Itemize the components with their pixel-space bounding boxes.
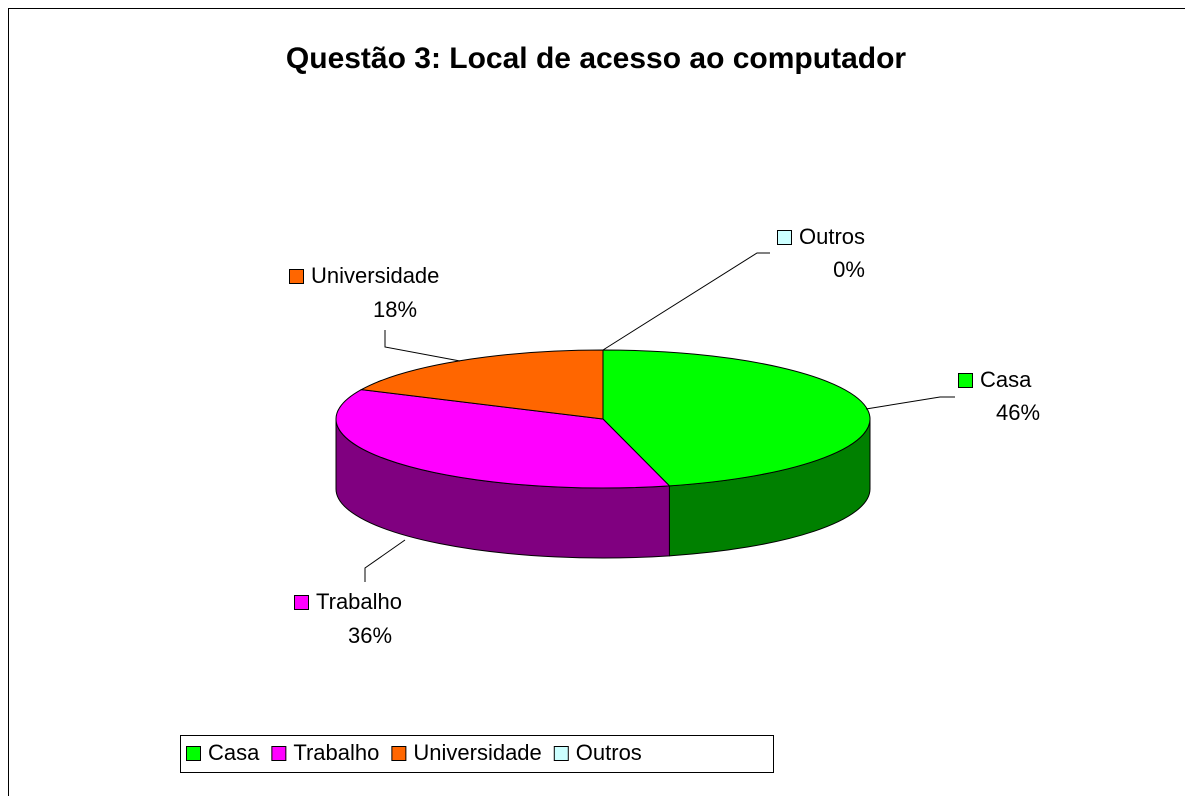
- pie-slice: [602, 349, 871, 487]
- label-swatch: [958, 373, 973, 388]
- legend-swatch: [553, 746, 569, 761]
- data-label-name: Outros: [799, 224, 865, 249]
- data-label-value: 18%: [373, 297, 417, 322]
- chart-title: Questão 3: Local de acesso ao computador: [286, 42, 906, 75]
- legend-label: Universidade: [413, 740, 541, 765]
- legend-swatch: [391, 746, 407, 761]
- legend-swatch: [186, 746, 201, 761]
- legend-label: Outros: [576, 740, 642, 765]
- data-label-value: 0%: [833, 257, 865, 282]
- leader-line: [865, 396, 955, 410]
- data-label-name: Casa: [980, 367, 1032, 392]
- data-label-name: Trabalho: [316, 589, 402, 614]
- pie-slice: [335, 389, 671, 489]
- label-swatch: [777, 230, 792, 245]
- leader-line: [602, 252, 770, 351]
- data-label-name: Universidade: [311, 263, 439, 288]
- label-swatch: [289, 269, 304, 284]
- legend-label: Casa: [208, 740, 260, 765]
- data-label-value: 36%: [348, 623, 392, 648]
- leader-line: [364, 539, 406, 582]
- label-swatch: [294, 595, 309, 610]
- legend-swatch: [271, 746, 287, 761]
- legend-label: Trabalho: [293, 740, 379, 765]
- leader-line: [384, 330, 461, 362]
- data-label-value: 46%: [996, 400, 1040, 425]
